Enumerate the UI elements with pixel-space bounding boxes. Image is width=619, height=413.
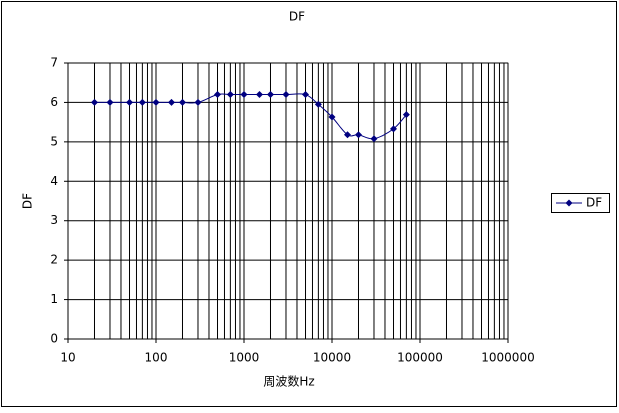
marker (390, 125, 398, 133)
chart-title: DF (289, 10, 305, 24)
x-tick-label: 100 (145, 351, 168, 365)
marker (354, 131, 362, 139)
marker (178, 98, 186, 106)
y-tick-label: 2 (50, 253, 58, 267)
y-tick-label: 4 (50, 174, 58, 188)
marker (314, 100, 322, 108)
marker (302, 91, 310, 99)
y-tick-label: 6 (50, 95, 58, 109)
y-tick-label: 1 (50, 292, 58, 306)
y-axis-title: DF (21, 193, 35, 209)
marker (152, 98, 160, 106)
marker (226, 91, 234, 99)
legend-label: DF (586, 196, 602, 210)
marker (126, 98, 134, 106)
x-tick-label: 100000 (397, 351, 443, 365)
marker (328, 113, 336, 121)
y-tick-label: 3 (50, 213, 58, 227)
marker (138, 98, 146, 106)
y-tick-label: 7 (50, 56, 58, 70)
marker (266, 91, 274, 99)
marker (240, 91, 248, 99)
marker (214, 91, 222, 99)
marker (402, 111, 410, 119)
legend-marker (565, 199, 573, 207)
x-tick-label: 1000 (229, 351, 260, 365)
marker (90, 98, 98, 106)
marker (282, 91, 290, 99)
x-tick-label: 10 (60, 351, 75, 365)
x-tick-label: 1000000 (481, 351, 534, 365)
x-tick-label: 10000 (313, 351, 351, 365)
series-line (94, 93, 407, 140)
marker (343, 131, 351, 139)
marker (194, 98, 202, 106)
marker (370, 135, 378, 143)
marker (106, 98, 114, 106)
marker (255, 91, 263, 99)
y-tick-label: 0 (50, 332, 58, 346)
y-tick-label: 5 (50, 134, 58, 148)
plot-area (67, 62, 509, 340)
x-axis-title: 周波数Hz (263, 374, 314, 389)
marker (167, 98, 175, 106)
